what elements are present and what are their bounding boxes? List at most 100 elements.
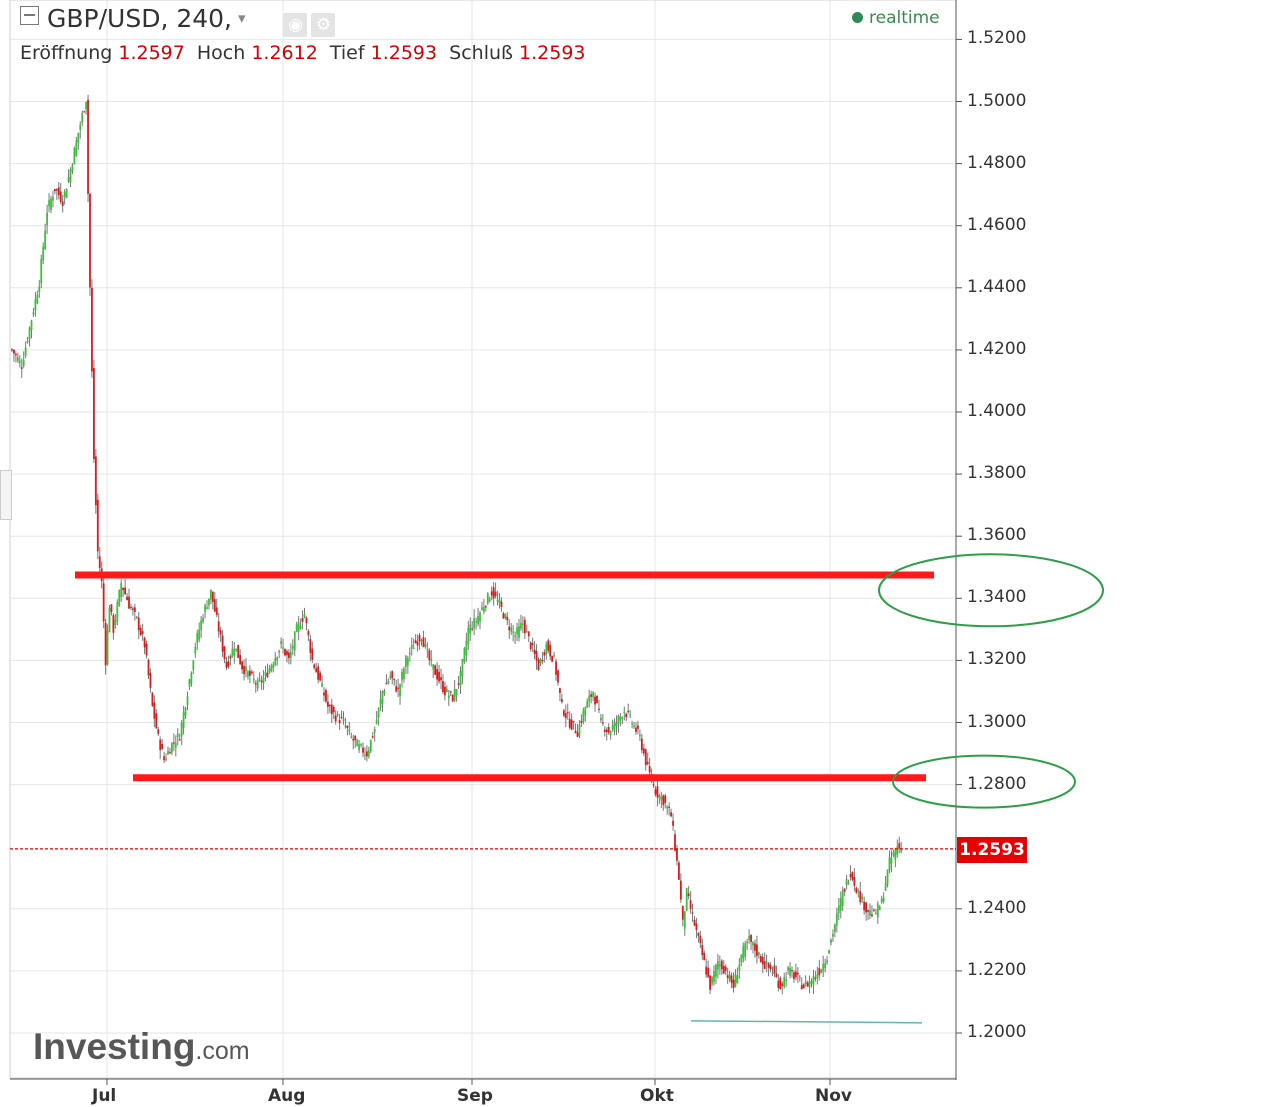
candle-body: [666, 806, 669, 809]
candle-body: [46, 212, 48, 226]
candle-body: [200, 620, 203, 631]
candle-body: [670, 812, 672, 817]
candle-body: [812, 976, 815, 985]
candle-body: [406, 658, 409, 666]
candle-body: [325, 689, 327, 702]
candle-body: [57, 187, 60, 196]
collapse-icon[interactable]: [20, 6, 39, 25]
candle-body: [352, 739, 355, 741]
candle-body: [114, 619, 117, 625]
candle-body: [847, 882, 850, 884]
candle-body: [750, 935, 752, 942]
candle-body: [775, 973, 778, 978]
candle-body: [348, 729, 351, 732]
candle-body: [112, 615, 115, 633]
candle-body: [543, 652, 546, 656]
candle-body: [506, 616, 509, 621]
candle-body: [106, 630, 109, 665]
candle-body: [834, 924, 836, 932]
candle-body: [779, 977, 782, 990]
candle-body: [777, 980, 780, 988]
candle-body: [289, 651, 292, 658]
candle-body: [709, 975, 711, 990]
candle-body: [369, 739, 372, 752]
candle-body: [272, 664, 275, 668]
candle-body: [373, 728, 376, 733]
candle-body: [742, 946, 745, 959]
candle-body: [98, 556, 101, 568]
x-tick-label: Okt: [640, 1086, 674, 1106]
candle-body: [804, 981, 807, 985]
candle-body: [315, 668, 318, 673]
candle-body: [321, 683, 323, 687]
candle-body: [291, 645, 294, 649]
candle-body: [810, 981, 813, 984]
close-value: 1.2593: [519, 42, 586, 64]
candle-body: [572, 720, 575, 723]
candle-body: [535, 651, 538, 661]
candle-body: [313, 664, 316, 669]
candle-body: [512, 631, 515, 633]
candle-body: [377, 707, 380, 718]
candle-body: [757, 952, 760, 955]
candle-body: [227, 661, 230, 667]
candle-body: [410, 644, 413, 649]
close-label: Schluß: [449, 42, 513, 64]
candle-body: [40, 258, 43, 284]
candle-body: [695, 923, 698, 930]
candle-body: [613, 721, 616, 732]
candle-body: [808, 981, 811, 988]
candle-body: [239, 655, 242, 665]
candle-body: [153, 702, 156, 719]
candle-body: [635, 727, 637, 732]
candle-body: [867, 910, 869, 912]
candle-body: [703, 952, 706, 961]
candle-body: [769, 964, 772, 970]
candle-body: [159, 739, 162, 751]
candle-body: [85, 101, 87, 110]
candle-body: [740, 954, 743, 963]
candle-body: [167, 751, 169, 755]
candle-body: [126, 596, 128, 601]
candle-body: [178, 739, 181, 741]
candle-body: [619, 716, 622, 721]
candle-body: [360, 744, 362, 746]
candle-body: [668, 806, 671, 809]
gear-icon[interactable]: ⚙: [311, 13, 336, 37]
candle-body: [217, 621, 220, 632]
y-tick-label: 1.3000: [967, 711, 1027, 732]
candle-body: [880, 898, 883, 903]
candle-body: [639, 735, 641, 737]
panel-collapse-handle[interactable]: [0, 470, 12, 520]
y-tick-label: 1.3200: [967, 649, 1027, 670]
candle-body: [611, 725, 614, 730]
candle-body: [730, 975, 733, 983]
candle-body: [20, 367, 23, 369]
candle-body: [644, 749, 647, 766]
candle-body: [510, 627, 513, 632]
y-tick-label: 1.4600: [967, 214, 1027, 235]
candle-body: [484, 606, 487, 608]
candle-body: [13, 349, 15, 354]
candle-body: [820, 969, 823, 973]
chevron-down-icon[interactable]: ▾: [238, 9, 246, 27]
high-label: Hoch: [196, 42, 246, 64]
candle-body: [754, 943, 756, 951]
candle-body: [590, 694, 593, 697]
highlight-ellipse-1340: [878, 553, 1104, 628]
eye-icon[interactable]: ◉: [283, 13, 308, 37]
candle-body: [863, 901, 866, 911]
candle-body: [576, 732, 579, 737]
candle-body: [851, 872, 854, 880]
candle-body: [795, 971, 797, 978]
candle-body: [65, 188, 68, 199]
candle-body: [471, 628, 474, 630]
candle-body: [562, 710, 565, 716]
low-trend-line: [690, 1020, 923, 1024]
candle-body: [529, 642, 532, 650]
candle-body: [256, 680, 259, 689]
candle-body: [642, 748, 645, 754]
candle-body: [469, 624, 472, 634]
candle-body: [332, 706, 335, 713]
